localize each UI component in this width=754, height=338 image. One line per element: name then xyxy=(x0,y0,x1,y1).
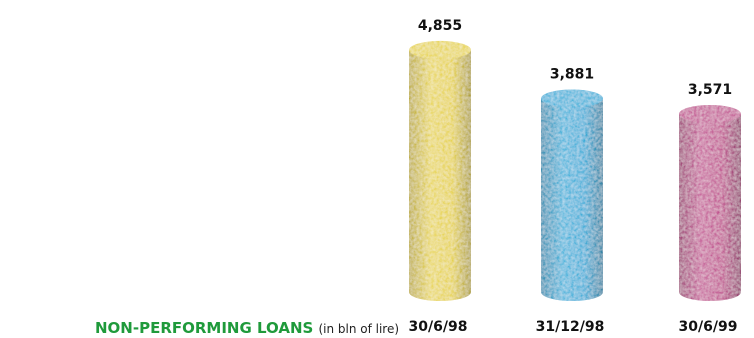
bar-body xyxy=(541,98,603,301)
chart-title: NON-PERFORMING LOANS xyxy=(95,319,314,337)
bar-top-cap xyxy=(409,40,471,59)
bar-body xyxy=(409,49,471,301)
bar-30/6/98 xyxy=(409,40,471,301)
value-label: 4,855 xyxy=(418,18,462,34)
category-label: 31/12/98 xyxy=(536,319,605,335)
bar-body xyxy=(679,113,741,301)
category-label: 30/6/99 xyxy=(679,319,738,335)
chart-subtitle: (in bln of lire) xyxy=(318,322,400,336)
bar-31/12/98 xyxy=(541,89,603,301)
bar-top-cap xyxy=(679,104,741,123)
value-label: 3,881 xyxy=(550,66,594,82)
value-label: 3,571 xyxy=(688,82,732,98)
chart-caption: NON-PERFORMING LOANS (in bln of lire) xyxy=(95,318,399,337)
category-label: 30/6/98 xyxy=(409,319,468,335)
bar-30/6/99 xyxy=(679,104,741,301)
bar-top-cap xyxy=(541,89,603,108)
bars-layer: 4,855 30/6/98 3,881 31/12/98 3,571 30/6/99 xyxy=(409,18,741,335)
